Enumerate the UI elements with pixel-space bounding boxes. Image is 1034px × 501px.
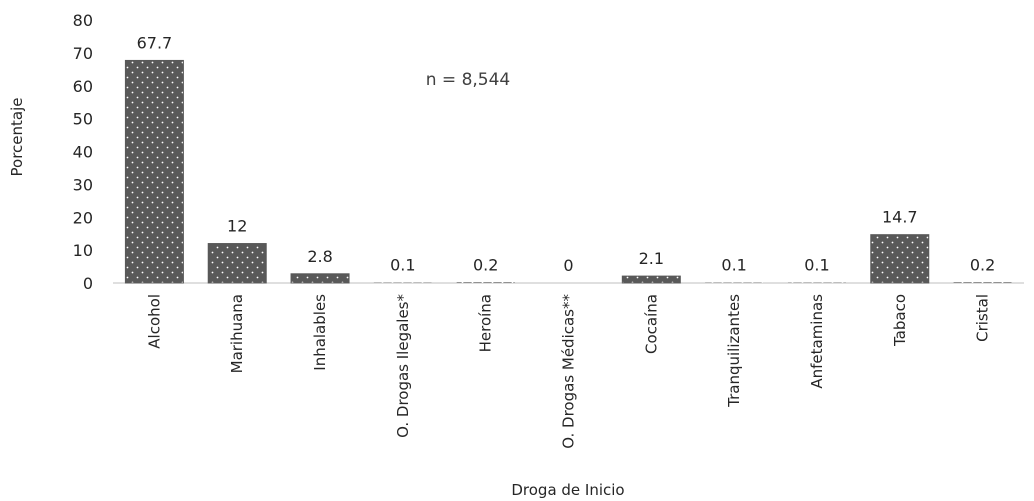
bars [124, 59, 1012, 284]
data-label: 14.7 [882, 208, 918, 227]
category-label: O. Drogas Médicas** [560, 294, 578, 449]
bar [207, 243, 267, 284]
data-label: 0 [563, 256, 573, 275]
data-label: 0.1 [390, 256, 415, 275]
y-tick-label: 80 [73, 11, 93, 30]
category-label: O. Drogas Ilegales* [394, 294, 412, 438]
x-axis: Alcohol Marihuana Inhalables O. Drogas Ileg… [113, 282, 1024, 449]
data-labels: 67.7 12 2.8 0.1 0.2 0 2.1 0.1 0.1 14.7 0.2 [137, 33, 996, 275]
y-tick-label: 20 [73, 208, 93, 227]
y-tick-label: 30 [73, 175, 93, 194]
sample-size-annotation: n = 8,544 [426, 70, 511, 90]
data-label: 0.1 [721, 256, 746, 275]
category-label: Cocaína [642, 294, 660, 354]
data-label: 0.2 [473, 255, 498, 274]
bar [124, 59, 184, 284]
data-label: 12 [227, 217, 247, 236]
y-axis-title: Porcentaje [8, 98, 26, 177]
category-label: Marihuana [228, 294, 246, 373]
y-tick-label: 60 [73, 77, 93, 96]
y-tick-label: 40 [73, 143, 93, 162]
y-tick-label: 10 [73, 241, 93, 260]
data-label: 0.2 [970, 255, 995, 274]
y-tick-label: 70 [73, 44, 93, 63]
y-axis: 0 10 20 30 40 50 60 70 80 [73, 11, 93, 293]
category-label: Inhalables [311, 294, 329, 371]
bar [953, 282, 1012, 283]
category-label: Anfetaminas [808, 294, 826, 389]
data-label: 2.1 [639, 249, 664, 268]
bar [870, 234, 930, 284]
category-label: Tabaco [891, 294, 909, 347]
bar [290, 273, 350, 284]
category-label: Cristal [974, 294, 992, 342]
y-tick-label: 0 [83, 274, 93, 293]
data-label: 2.8 [307, 247, 332, 266]
bar [621, 275, 681, 284]
category-label: Alcohol [145, 294, 163, 349]
x-axis-title: Droga de Inicio [511, 481, 624, 499]
y-tick-label: 50 [73, 110, 93, 129]
data-label: 67.7 [137, 33, 173, 52]
bar [456, 282, 515, 283]
category-label: Tranquilizantes [725, 294, 743, 408]
data-label: 0.1 [804, 256, 829, 275]
category-label: Heroína [477, 294, 495, 352]
